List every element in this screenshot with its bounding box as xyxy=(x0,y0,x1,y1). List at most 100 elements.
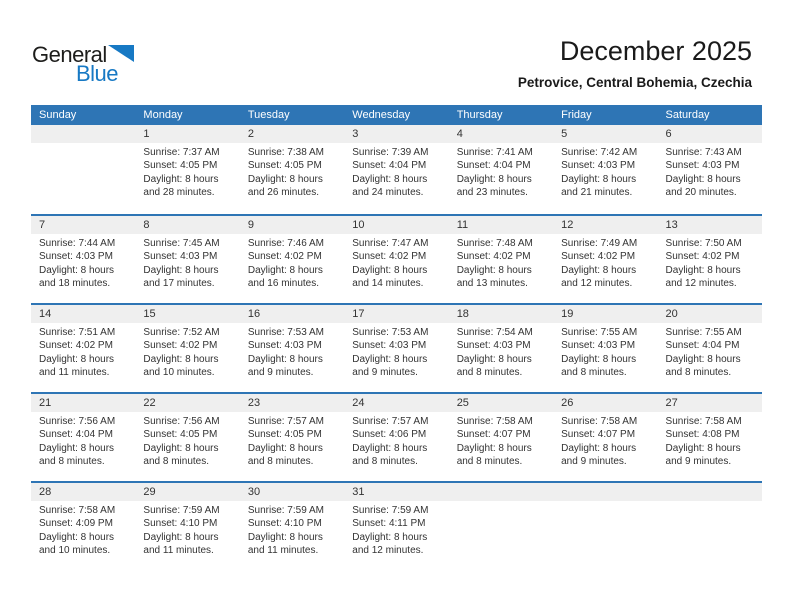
location-subtitle: Petrovice, Central Bohemia, Czechia xyxy=(517,75,752,91)
day-details: Sunrise: 7:42 AM Sunset: 4:03 PM Daylight:… xyxy=(561,147,638,199)
calendar-day-7: 7 Sunrise: 7:44 AM Sunset: 4:03 PM Daylight… xyxy=(31,216,136,303)
day-details: Sunrise: 7:52 AM Sunset: 4:02 PM Daylight:… xyxy=(143,327,220,379)
calendar-day-empty xyxy=(657,483,762,570)
day-details: Sunrise: 7:37 AM Sunset: 4:05 PM Daylight:… xyxy=(143,147,220,199)
day-header-tuesday: Tuesday xyxy=(247,109,290,121)
calendar-day-5: 5 Sunrise: 7:42 AM Sunset: 4:03 PM Daylight… xyxy=(553,125,658,214)
calendar-day-3: 3 Sunrise: 7:39 AM Sunset: 4:04 PM Daylight… xyxy=(344,125,449,214)
week-row: 1 Sunrise: 7:37 AM Sunset: 4:05 PM Daylight… xyxy=(31,125,762,214)
calendar-day-28: 28 Sunrise: 7:58 AM Sunset: 4:09 PM Dayligh… xyxy=(31,483,136,570)
day-details: Sunrise: 7:49 AM Sunset: 4:02 PM Daylight:… xyxy=(561,238,638,290)
generalblue-logo: General Blue xyxy=(32,42,134,87)
calendar-day-8: 8 Sunrise: 7:45 AM Sunset: 4:03 PM Daylight… xyxy=(135,216,240,303)
page-title: December 2025 xyxy=(559,36,752,66)
day-details: Sunrise: 7:39 AM Sunset: 4:04 PM Daylight:… xyxy=(352,147,429,199)
calendar-day-14: 14 Sunrise: 7:51 AM Sunset: 4:02 PM Dayligh… xyxy=(31,305,136,392)
logo-triangle-icon xyxy=(107,45,134,62)
day-details: Sunrise: 7:58 AM Sunset: 4:08 PM Daylight:… xyxy=(665,416,742,468)
calendar-day-22: 22 Sunrise: 7:56 AM Sunset: 4:05 PM Dayligh… xyxy=(135,394,240,481)
calendar-day-23: 23 Sunrise: 7:57 AM Sunset: 4:05 PM Dayligh… xyxy=(239,394,345,481)
logo-text-blue: Blue xyxy=(76,61,119,86)
calendar-day-1: 1 Sunrise: 7:37 AM Sunset: 4:05 PM Daylight… xyxy=(135,125,240,214)
day-number: 3 xyxy=(344,125,449,143)
day-details xyxy=(31,143,135,146)
day-details: Sunrise: 7:54 AM Sunset: 4:03 PM Daylight:… xyxy=(456,327,533,379)
day-details: Sunrise: 7:58 AM Sunset: 4:07 PM Daylight:… xyxy=(456,416,533,468)
calendar-day-20: 20 Sunrise: 7:55 AM Sunset: 4:04 PM Dayligh… xyxy=(657,305,762,392)
day-number: 7 xyxy=(31,216,136,234)
day-number: 4 xyxy=(448,125,554,143)
day-number: 12 xyxy=(553,216,658,234)
calendar-day-31: 31 Sunrise: 7:59 AM Sunset: 4:11 PM Dayligh… xyxy=(344,483,449,570)
day-number: 13 xyxy=(657,216,762,234)
day-details: Sunrise: 7:51 AM Sunset: 4:02 PM Daylight:… xyxy=(39,327,116,379)
day-number xyxy=(31,125,136,143)
calendar-day-18: 18 Sunrise: 7:54 AM Sunset: 4:03 PM Dayligh… xyxy=(448,305,554,392)
day-number: 9 xyxy=(239,216,345,234)
title-block: December 2025 Petrovice, Central Bohemia… xyxy=(518,36,752,90)
day-details: Sunrise: 7:44 AM Sunset: 4:03 PM Daylight:… xyxy=(39,238,116,290)
day-number: 8 xyxy=(135,216,240,234)
day-number: 23 xyxy=(239,394,345,412)
calendar-day-11: 11 Sunrise: 7:48 AM Sunset: 4:02 PM Dayligh… xyxy=(448,216,554,303)
day-number: 26 xyxy=(553,394,658,412)
day-details: Sunrise: 7:50 AM Sunset: 4:02 PM Daylight:… xyxy=(665,238,742,290)
day-header-friday: Friday xyxy=(561,109,592,121)
day-number: 30 xyxy=(239,483,345,501)
calendar: Sunday Monday Tuesday Wednesday Thursday Frid… xyxy=(31,105,762,570)
day-number: 1 xyxy=(135,125,240,143)
calendar-day-21: 21 Sunrise: 7:56 AM Sunset: 4:04 PM Dayligh… xyxy=(31,394,136,481)
day-header-saturday: Saturday xyxy=(665,109,710,121)
day-details: Sunrise: 7:58 AM Sunset: 4:07 PM Daylight:… xyxy=(561,416,638,468)
calendar-day-16: 16 Sunrise: 7:53 AM Sunset: 4:03 PM Dayligh… xyxy=(239,305,345,392)
week-row: 7 Sunrise: 7:44 AM Sunset: 4:03 PM Daylight… xyxy=(31,214,762,303)
day-header-wednesday: Wednesday xyxy=(352,109,411,121)
day-number: 21 xyxy=(31,394,136,412)
calendar-grid: 1 Sunrise: 7:37 AM Sunset: 4:05 PM Daylight… xyxy=(31,125,762,570)
day-details xyxy=(658,501,762,504)
day-number: 24 xyxy=(344,394,449,412)
day-details: Sunrise: 7:57 AM Sunset: 4:06 PM Daylight:… xyxy=(352,416,429,468)
day-details: Sunrise: 7:55 AM Sunset: 4:03 PM Daylight:… xyxy=(561,327,638,379)
calendar-day-24: 24 Sunrise: 7:57 AM Sunset: 4:06 PM Dayligh… xyxy=(344,394,449,481)
day-details: Sunrise: 7:45 AM Sunset: 4:03 PM Daylight:… xyxy=(143,238,220,290)
calendar-day-17: 17 Sunrise: 7:53 AM Sunset: 4:03 PM Dayligh… xyxy=(344,305,449,392)
day-number: 25 xyxy=(448,394,554,412)
calendar-day-12: 12 Sunrise: 7:49 AM Sunset: 4:02 PM Dayligh… xyxy=(553,216,658,303)
day-header-thursday: Thursday xyxy=(456,109,503,121)
calendar-day-15: 15 Sunrise: 7:52 AM Sunset: 4:02 PM Dayligh… xyxy=(135,305,240,392)
calendar-day-26: 26 Sunrise: 7:58 AM Sunset: 4:07 PM Dayligh… xyxy=(553,394,658,481)
day-number: 18 xyxy=(448,305,554,323)
day-header-sunday: Sunday xyxy=(39,109,77,121)
day-number: 2 xyxy=(239,125,345,143)
week-row: 14 Sunrise: 7:51 AM Sunset: 4:02 PM Dayligh… xyxy=(31,303,762,392)
day-number xyxy=(448,483,554,501)
day-number xyxy=(657,483,762,501)
day-details: Sunrise: 7:58 AM Sunset: 4:09 PM Daylight:… xyxy=(39,505,116,557)
calendar-day-25: 25 Sunrise: 7:58 AM Sunset: 4:07 PM Dayligh… xyxy=(448,394,554,481)
day-number: 31 xyxy=(344,483,449,501)
calendar-day-2: 2 Sunrise: 7:38 AM Sunset: 4:05 PM Daylight… xyxy=(239,125,345,214)
day-details: Sunrise: 7:48 AM Sunset: 4:02 PM Daylight:… xyxy=(456,238,533,290)
calendar-day-19: 19 Sunrise: 7:55 AM Sunset: 4:03 PM Dayligh… xyxy=(553,305,658,392)
calendar-day-27: 27 Sunrise: 7:58 AM Sunset: 4:08 PM Dayligh… xyxy=(657,394,762,481)
day-details: Sunrise: 7:53 AM Sunset: 4:03 PM Daylight:… xyxy=(352,327,429,379)
day-number: 14 xyxy=(31,305,136,323)
calendar-day-empty xyxy=(31,125,136,214)
day-details: Sunrise: 7:47 AM Sunset: 4:02 PM Daylight:… xyxy=(352,238,429,290)
logo-text-general: General xyxy=(32,42,107,67)
day-number: 19 xyxy=(553,305,658,323)
calendar-day-13: 13 Sunrise: 7:50 AM Sunset: 4:02 PM Dayligh… xyxy=(657,216,762,303)
day-number: 11 xyxy=(448,216,554,234)
day-header-monday: Monday xyxy=(143,109,183,121)
day-number: 27 xyxy=(657,394,762,412)
day-details: Sunrise: 7:43 AM Sunset: 4:03 PM Daylight:… xyxy=(665,147,742,199)
day-details: Sunrise: 7:59 AM Sunset: 4:10 PM Daylight:… xyxy=(143,505,220,557)
day-number: 15 xyxy=(135,305,240,323)
day-details: Sunrise: 7:41 AM Sunset: 4:04 PM Daylight:… xyxy=(456,147,533,199)
calendar-day-29: 29 Sunrise: 7:59 AM Sunset: 4:10 PM Dayligh… xyxy=(135,483,240,570)
day-number: 16 xyxy=(239,305,345,323)
day-details: Sunrise: 7:55 AM Sunset: 4:04 PM Daylight:… xyxy=(665,327,742,379)
calendar-day-4: 4 Sunrise: 7:41 AM Sunset: 4:04 PM Daylight… xyxy=(448,125,554,214)
calendar-day-30: 30 Sunrise: 7:59 AM Sunset: 4:10 PM Dayligh… xyxy=(239,483,345,570)
